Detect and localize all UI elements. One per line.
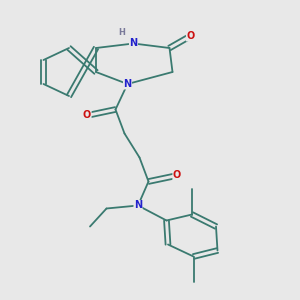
Text: H: H <box>119 28 125 37</box>
Text: N: N <box>129 38 138 49</box>
Text: O: O <box>173 170 181 181</box>
Text: N: N <box>134 200 142 211</box>
Text: N: N <box>123 79 132 89</box>
Text: O: O <box>83 110 91 121</box>
Text: O: O <box>186 31 195 41</box>
